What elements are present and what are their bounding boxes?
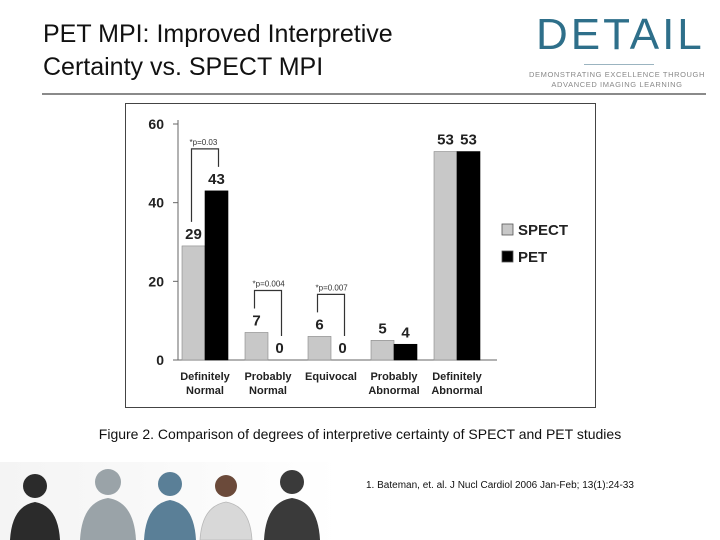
slide-title-line-2: Certainty vs. SPECT MPI [43, 53, 324, 81]
bar-spect [244, 332, 269, 361]
x-tick-label: Probably [244, 371, 292, 383]
bar-spect [370, 340, 395, 361]
x-tick-label: Definitely [432, 371, 482, 383]
x-tick-label: Normal [186, 385, 224, 397]
significance-bracket [190, 148, 220, 222]
logo-tagline-line-2: ADVANCED IMAGING LEARNING [551, 80, 683, 89]
clinicians-photo [0, 462, 340, 540]
logo-rule [584, 64, 654, 65]
p-value-annotation: *p=0.007 [316, 283, 349, 292]
p-value-annotation: *p=0.004 [253, 279, 286, 288]
legend-label-pet: PET [518, 249, 547, 266]
legend-label-spect: SPECT [518, 222, 568, 239]
logo-tagline-line-1: DEMONSTRATING EXCELLENCE THROUGH [528, 70, 706, 79]
significance-bracket [316, 293, 346, 336]
data-label-pet: 4 [401, 324, 410, 341]
significance-bracket [253, 289, 283, 336]
title-divider [42, 93, 706, 95]
detail-logo: DETAIL DEMONSTRATING EXCELLENCE THROUGH … [522, 10, 712, 92]
y-tick-label: 40 [148, 195, 164, 211]
data-label-pet: 0 [275, 340, 283, 357]
data-label-spect: 29 [185, 226, 202, 243]
legend-swatch-pet [501, 250, 514, 263]
data-label-pet: 0 [338, 340, 346, 357]
figure-caption: Figure 2. Comparison of degrees of inter… [98, 426, 622, 442]
y-tick-label: 20 [148, 273, 164, 289]
data-label-pet: 43 [208, 171, 225, 188]
x-tick-label: Normal [249, 385, 287, 397]
x-tick-label: Definitely [180, 371, 230, 383]
bar-spect [307, 336, 332, 361]
x-tick-label: Probably [370, 371, 418, 383]
data-label-spect: 7 [252, 312, 260, 329]
y-tick-label: 0 [156, 352, 164, 368]
bar-pet [456, 151, 481, 361]
citation: 1. Bateman, et. al. J Nucl Cardiol 2006 … [366, 480, 634, 491]
bar-spect [181, 245, 206, 361]
x-tick-label: Abnormal [368, 385, 419, 397]
x-tick-label: Abnormal [431, 385, 482, 397]
x-tick-label: Equivocal [305, 371, 357, 383]
data-label-pet: 53 [460, 132, 477, 149]
bar-chart: 02040602943DefinitelyNormal70ProbablyNor… [148, 116, 568, 397]
slide-title-line-1: PET MPI: Improved Interpretive [43, 20, 393, 48]
bar-pet [393, 343, 418, 361]
p-value-annotation: *p=0.03 [190, 138, 218, 147]
data-label-spect: 5 [378, 320, 386, 337]
y-tick-label: 60 [148, 116, 164, 132]
logo-tagline: DEMONSTRATING EXCELLENCE THROUGH ADVANCE… [522, 70, 712, 90]
bar-spect [433, 151, 458, 361]
slide-title: PET MPI: Improved Interpretive Certainty… [43, 18, 483, 84]
legend-swatch-spect [501, 223, 514, 236]
data-label-spect: 6 [315, 316, 323, 333]
data-label-spect: 53 [437, 132, 454, 149]
bar-pet [204, 190, 229, 361]
logo-wordmark: DETAIL [536, 10, 705, 59]
chart-frame: 0 20 40 60 29 43 Definitely Normal 7 0 Probably Nor… [125, 103, 596, 408]
